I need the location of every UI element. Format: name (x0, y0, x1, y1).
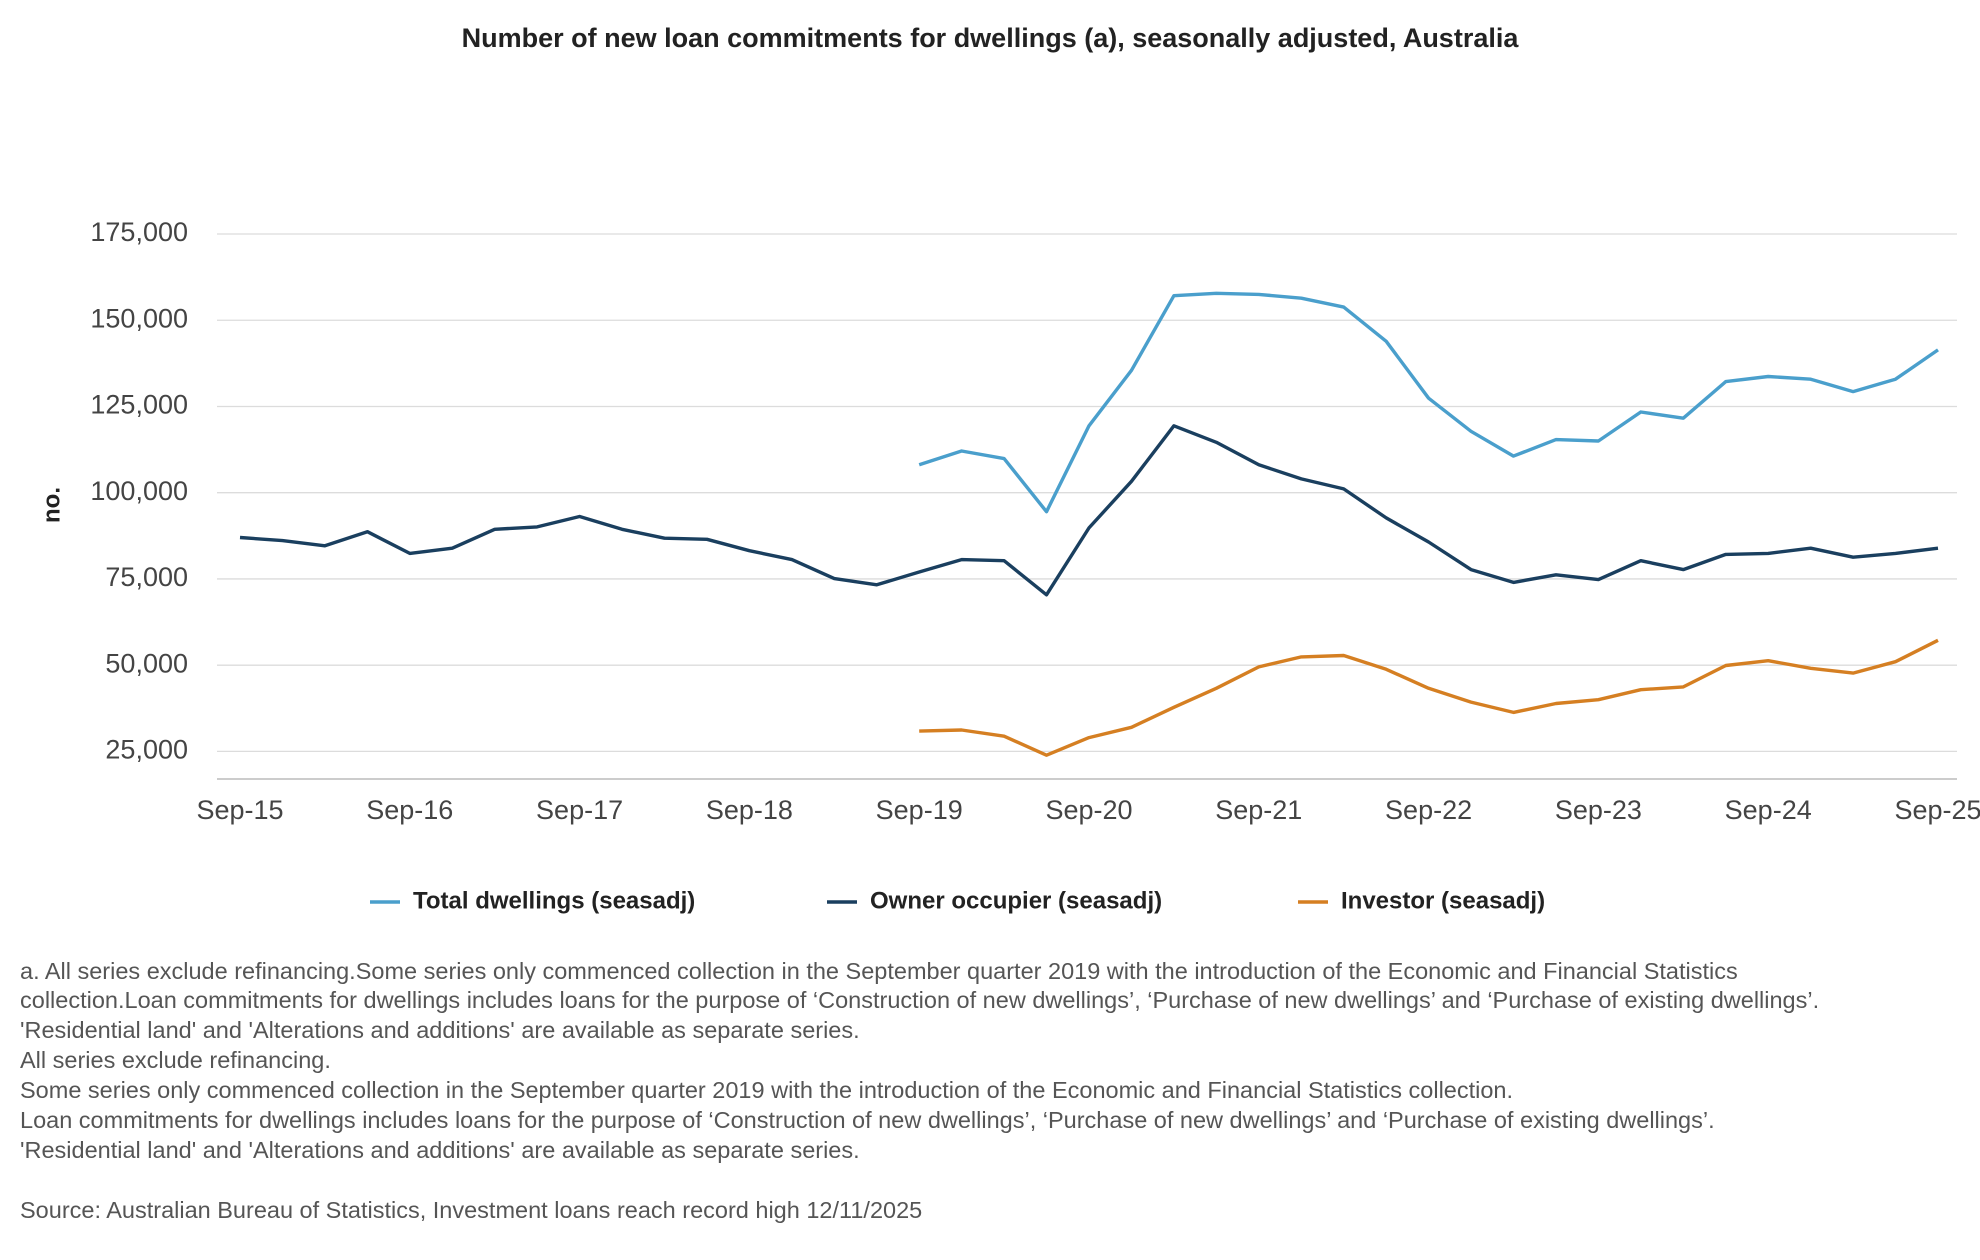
y-tick-label: 25,000 (105, 735, 188, 765)
legend-label: Total dwellings (seasadj) (413, 887, 695, 914)
x-tick-label: Sep-20 (1045, 795, 1132, 825)
series-line (918, 291, 1939, 514)
y-tick-label: 50,000 (105, 648, 188, 678)
legend-label: Investor (seasadj) (1341, 887, 1545, 914)
source: Source: Australian Bureau of Statistics,… (20, 1197, 923, 1223)
legend-label: Owner occupier (seasadj) (870, 887, 1162, 914)
y-tick-label: 150,000 (90, 303, 188, 333)
x-tick-label: Sep-15 (196, 795, 283, 825)
footnote: Some series only commenced collection in… (20, 1077, 1514, 1103)
series-line (239, 424, 1939, 597)
x-tick-label: Sep-22 (1385, 795, 1472, 825)
x-tick-label: Sep-19 (876, 795, 963, 825)
footnote: 'Residential land' and 'Alterations and … (20, 1137, 860, 1163)
footnote: 'Residential land' and 'Alterations and … (20, 1017, 860, 1043)
x-tick-label: Sep-21 (1215, 795, 1302, 825)
footnote: Loan commitments for dwellings includes … (20, 1107, 1715, 1133)
x-tick-label: Sep-17 (536, 795, 623, 825)
y-tick-label: 125,000 (90, 390, 188, 420)
x-tick-label: Sep-16 (366, 795, 453, 825)
series-line (919, 638, 1939, 757)
chart-title: Number of new loan commitments for dwell… (462, 23, 1520, 53)
x-tick-label: Sep-23 (1555, 795, 1642, 825)
footnote: All series exclude refinancing. (20, 1047, 331, 1073)
y-tick-label: 75,000 (105, 562, 188, 592)
x-tick-label: Sep-18 (706, 795, 793, 825)
x-tick-label: Sep-25 (1894, 795, 1980, 825)
chart: Number of new loan commitments for dwell… (38, 23, 1980, 914)
footnote: collection.Loan commitments for dwelling… (20, 987, 1820, 1013)
y-axis-label: no. (38, 487, 65, 523)
x-tick-label: Sep-24 (1725, 795, 1812, 825)
footnote: a. All series exclude refinancing.Some s… (20, 958, 1738, 984)
y-tick-label: 175,000 (90, 217, 188, 247)
y-tick-label: 100,000 (90, 476, 188, 506)
